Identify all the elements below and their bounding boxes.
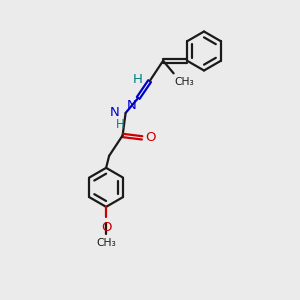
Text: H: H [133,73,143,86]
Text: H: H [116,118,124,131]
Text: O: O [101,221,111,234]
Text: O: O [146,131,156,144]
Text: CH₃: CH₃ [174,77,194,87]
Text: N: N [127,99,137,112]
Text: CH₃: CH₃ [96,238,116,248]
Text: N: N [109,106,119,119]
